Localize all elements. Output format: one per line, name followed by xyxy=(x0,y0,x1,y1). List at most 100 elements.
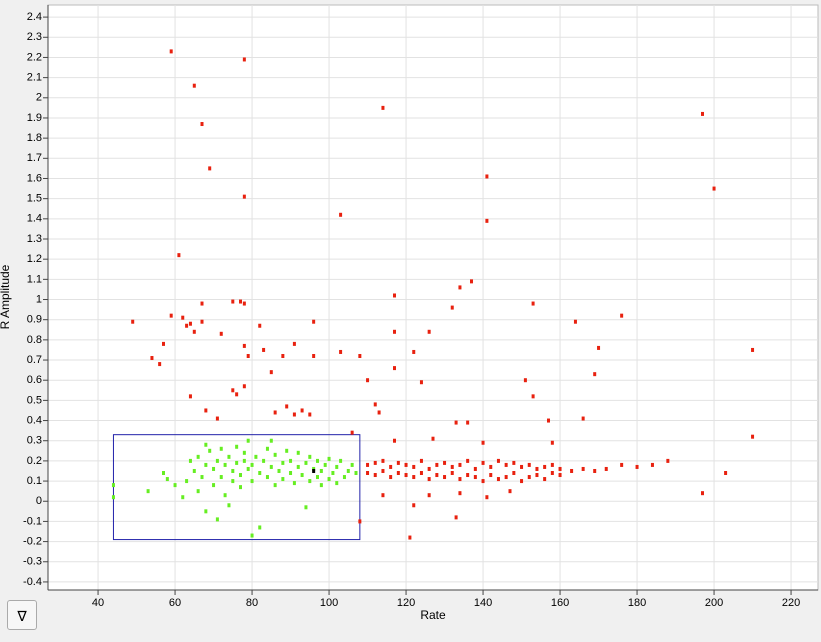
point xyxy=(550,471,554,475)
point xyxy=(751,347,755,352)
point xyxy=(208,166,212,171)
y-tick-label: 2 xyxy=(36,92,42,104)
point xyxy=(381,105,385,110)
point xyxy=(650,462,654,467)
point xyxy=(458,491,462,496)
point xyxy=(427,329,431,334)
point xyxy=(354,471,358,475)
point xyxy=(593,468,597,473)
point xyxy=(396,471,400,475)
point xyxy=(242,301,246,306)
point xyxy=(635,464,639,469)
point xyxy=(396,460,400,465)
point xyxy=(300,408,304,413)
point xyxy=(208,448,212,453)
point xyxy=(547,418,550,423)
point xyxy=(219,331,223,336)
point xyxy=(381,493,385,498)
point xyxy=(543,477,547,482)
point xyxy=(169,313,173,318)
point xyxy=(435,473,439,478)
point xyxy=(342,475,346,480)
point xyxy=(242,57,246,62)
point xyxy=(169,49,173,54)
point xyxy=(111,495,115,500)
point xyxy=(327,456,331,461)
point xyxy=(158,362,162,367)
point xyxy=(200,475,204,480)
point xyxy=(242,458,246,463)
point xyxy=(531,301,535,306)
y-tick-label: 0.5 xyxy=(27,394,42,406)
point xyxy=(485,174,489,179)
point xyxy=(308,412,312,417)
point xyxy=(450,305,454,310)
point xyxy=(604,466,608,471)
point xyxy=(481,479,485,484)
point xyxy=(543,464,547,469)
y-tick-label: 1.5 xyxy=(27,193,42,205)
point xyxy=(242,343,246,348)
point xyxy=(373,460,377,465)
point xyxy=(204,408,208,413)
point xyxy=(162,471,165,475)
point xyxy=(277,468,281,473)
point xyxy=(223,493,227,498)
point xyxy=(373,473,377,478)
point xyxy=(335,481,339,486)
point xyxy=(200,301,204,306)
point xyxy=(393,438,396,443)
point xyxy=(262,347,266,352)
point xyxy=(531,394,535,399)
point xyxy=(550,440,554,445)
point xyxy=(620,313,624,318)
y-tick-label: 0.1 xyxy=(27,475,42,487)
point xyxy=(412,349,416,354)
point xyxy=(146,489,150,494)
point xyxy=(466,420,470,425)
point xyxy=(273,483,277,488)
y-tick-label: -0.1 xyxy=(23,515,42,527)
point xyxy=(404,473,408,478)
point xyxy=(404,462,408,467)
point xyxy=(481,440,485,445)
y-tick-label: 0.6 xyxy=(27,374,42,386)
point xyxy=(289,458,293,463)
y-tick-label: 2.4 xyxy=(27,11,42,23)
point xyxy=(751,434,755,439)
point xyxy=(173,483,177,488)
point xyxy=(188,458,192,463)
point xyxy=(527,475,531,480)
x-tick-label: 140 xyxy=(474,597,492,609)
point xyxy=(520,464,524,469)
point xyxy=(339,212,343,217)
point xyxy=(192,83,196,88)
y-tick-label: -0.2 xyxy=(23,535,42,547)
point xyxy=(300,473,304,478)
point xyxy=(196,489,200,494)
y-tick-label: 0 xyxy=(36,495,42,507)
point xyxy=(454,515,458,520)
point xyxy=(165,477,169,482)
point xyxy=(512,471,516,475)
point xyxy=(581,466,585,471)
point xyxy=(427,466,431,471)
point xyxy=(458,462,462,467)
point xyxy=(443,475,447,480)
point xyxy=(724,471,728,475)
point xyxy=(535,473,539,478)
point xyxy=(231,468,235,473)
x-tick-label: 160 xyxy=(551,597,569,609)
point xyxy=(250,462,254,467)
y-tick-label: 1.8 xyxy=(27,132,42,144)
point xyxy=(273,452,277,457)
point xyxy=(258,471,262,475)
point xyxy=(620,462,624,467)
point xyxy=(581,416,585,421)
point xyxy=(419,380,423,385)
point xyxy=(200,319,204,324)
point xyxy=(150,356,154,361)
filter-button[interactable]: ∇ xyxy=(7,600,37,630)
point xyxy=(450,464,454,469)
point xyxy=(312,319,316,324)
